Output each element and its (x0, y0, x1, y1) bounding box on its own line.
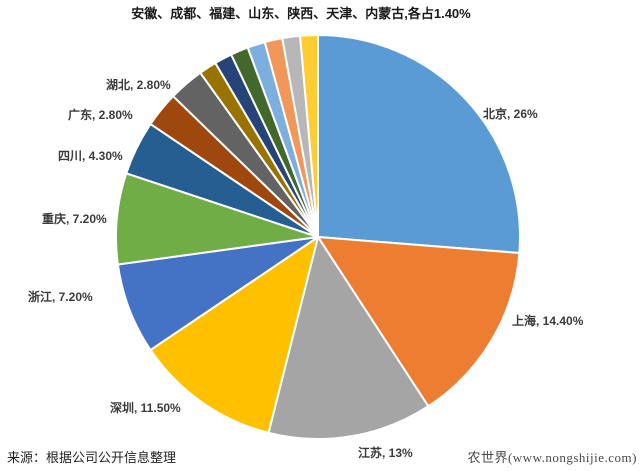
pie-slice-江苏 (267, 236, 430, 440)
slice-label-四川: 四川, 4.30% (58, 149, 123, 163)
watermark: 农世界(www.nongshijie.com) (467, 450, 637, 465)
pie-slice-北京 (317, 34, 521, 255)
slice-label-重庆: 重庆, 7.20% (42, 212, 107, 226)
slice-label-江苏: 江苏, 13% (358, 446, 413, 460)
pie-slice-上海 (317, 236, 521, 408)
pie-slice-内蒙古 (299, 34, 319, 238)
slice-label-深圳: 深圳, 11.50% (110, 401, 181, 415)
slice-label-湖北: 湖北, 2.80% (106, 78, 171, 92)
slice-label-北京: 北京, 26% (483, 107, 538, 121)
slice-label-浙江: 浙江, 7.20% (28, 290, 93, 304)
slice-label-上海: 上海, 14.40% (512, 314, 584, 328)
chart-title: 安徽、成都、福建、山东、陕西、天津、内蒙古,各占1.40% (131, 6, 471, 21)
source-note: 来源：根据公司公开信息整理 (7, 450, 177, 465)
slice-label-广东: 广东, 2.80% (68, 108, 133, 122)
pie-slice-深圳 (149, 236, 319, 434)
